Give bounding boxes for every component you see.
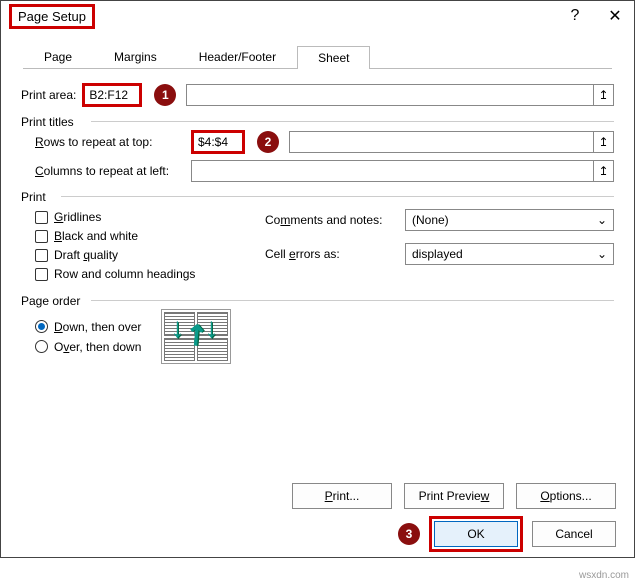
bw-check[interactable]: Black and white — [35, 229, 235, 243]
tab-margins[interactable]: Margins — [93, 45, 178, 68]
range-picker-icon[interactable]: ↥ — [593, 132, 613, 152]
options-button[interactable]: Options... — [516, 483, 616, 509]
errors-select[interactable]: displayed⌄ — [405, 243, 614, 265]
down-label: Down, then over — [54, 320, 141, 334]
page-order-preview: ↓ ↗ ↓ — [161, 309, 231, 364]
callout-1: 1 — [154, 84, 176, 106]
callout-2: 2 — [257, 131, 279, 153]
page-setup-dialog: Page Setup ? ✕ Page Margins Header/Foote… — [0, 0, 635, 558]
down-then-over-radio[interactable]: Down, then over — [35, 320, 141, 334]
rc-head-check[interactable]: Row and column headings — [35, 267, 235, 281]
help-icon[interactable]: ? — [564, 5, 586, 27]
titlebar: Page Setup ? ✕ — [1, 1, 634, 31]
callout-3: 3 — [398, 523, 420, 545]
rows-repeat-highlight — [191, 130, 245, 154]
over-label: Over, then down — [54, 340, 141, 354]
chevron-down-icon: ⌄ — [597, 247, 607, 261]
range-picker-icon[interactable]: ↥ — [593, 161, 613, 181]
draft-check[interactable]: Draft quality — [35, 248, 235, 262]
print-titles-group-label: Print titles — [21, 115, 614, 129]
over-then-down-radio[interactable]: Over, then down — [35, 340, 141, 354]
print-group-label: Print — [21, 190, 614, 204]
tab-row: Page Margins Header/Footer Sheet — [23, 45, 634, 68]
print-button[interactable]: Print... — [292, 483, 392, 509]
cols-repeat-label: Columns to repeat at left: — [35, 164, 185, 178]
print-area-input[interactable] — [85, 86, 139, 104]
print-area-row: Print area: 1 ↥ — [21, 83, 614, 107]
print-preview-button[interactable]: Print Preview — [404, 483, 504, 509]
errors-label: Cell errors as: — [265, 247, 395, 261]
close-icon[interactable]: ✕ — [604, 5, 626, 27]
gridlines-check[interactable]: Gridlines — [35, 210, 235, 224]
rc-head-label: Row and column headings — [54, 267, 195, 281]
rows-repeat-label: Rows to repeat at top: — [35, 135, 185, 149]
cancel-button[interactable]: Cancel — [532, 521, 616, 547]
print-area-label: Print area: — [21, 88, 76, 102]
cols-repeat-row: Columns to repeat at left: ↥ — [35, 160, 614, 182]
tab-header-footer[interactable]: Header/Footer — [178, 45, 297, 68]
cols-repeat-input[interactable] — [192, 161, 593, 181]
tab-sheet[interactable]: Sheet — [297, 46, 370, 69]
watermark: wsxdn.com — [579, 570, 629, 581]
draft-label: Draft quality — [54, 248, 118, 262]
chevron-down-icon: ⌄ — [597, 213, 607, 227]
rows-repeat-row: Rows to repeat at top: 2 ↥ — [35, 130, 614, 154]
ok-button[interactable]: OK — [434, 521, 518, 547]
comments-select[interactable]: (None)⌄ — [405, 209, 614, 231]
gridlines-label: Gridlines — [54, 210, 101, 224]
print-area-highlight — [82, 83, 142, 107]
tab-page[interactable]: Page — [23, 45, 93, 68]
page-order-group-label: Page order — [21, 294, 614, 308]
comments-label: Comments and notes: — [265, 213, 395, 227]
range-picker-icon[interactable]: ↥ — [593, 85, 613, 105]
rows-repeat-input[interactable] — [194, 133, 242, 151]
bw-label: Black and white — [54, 229, 138, 243]
dialog-title: Page Setup — [9, 4, 95, 29]
